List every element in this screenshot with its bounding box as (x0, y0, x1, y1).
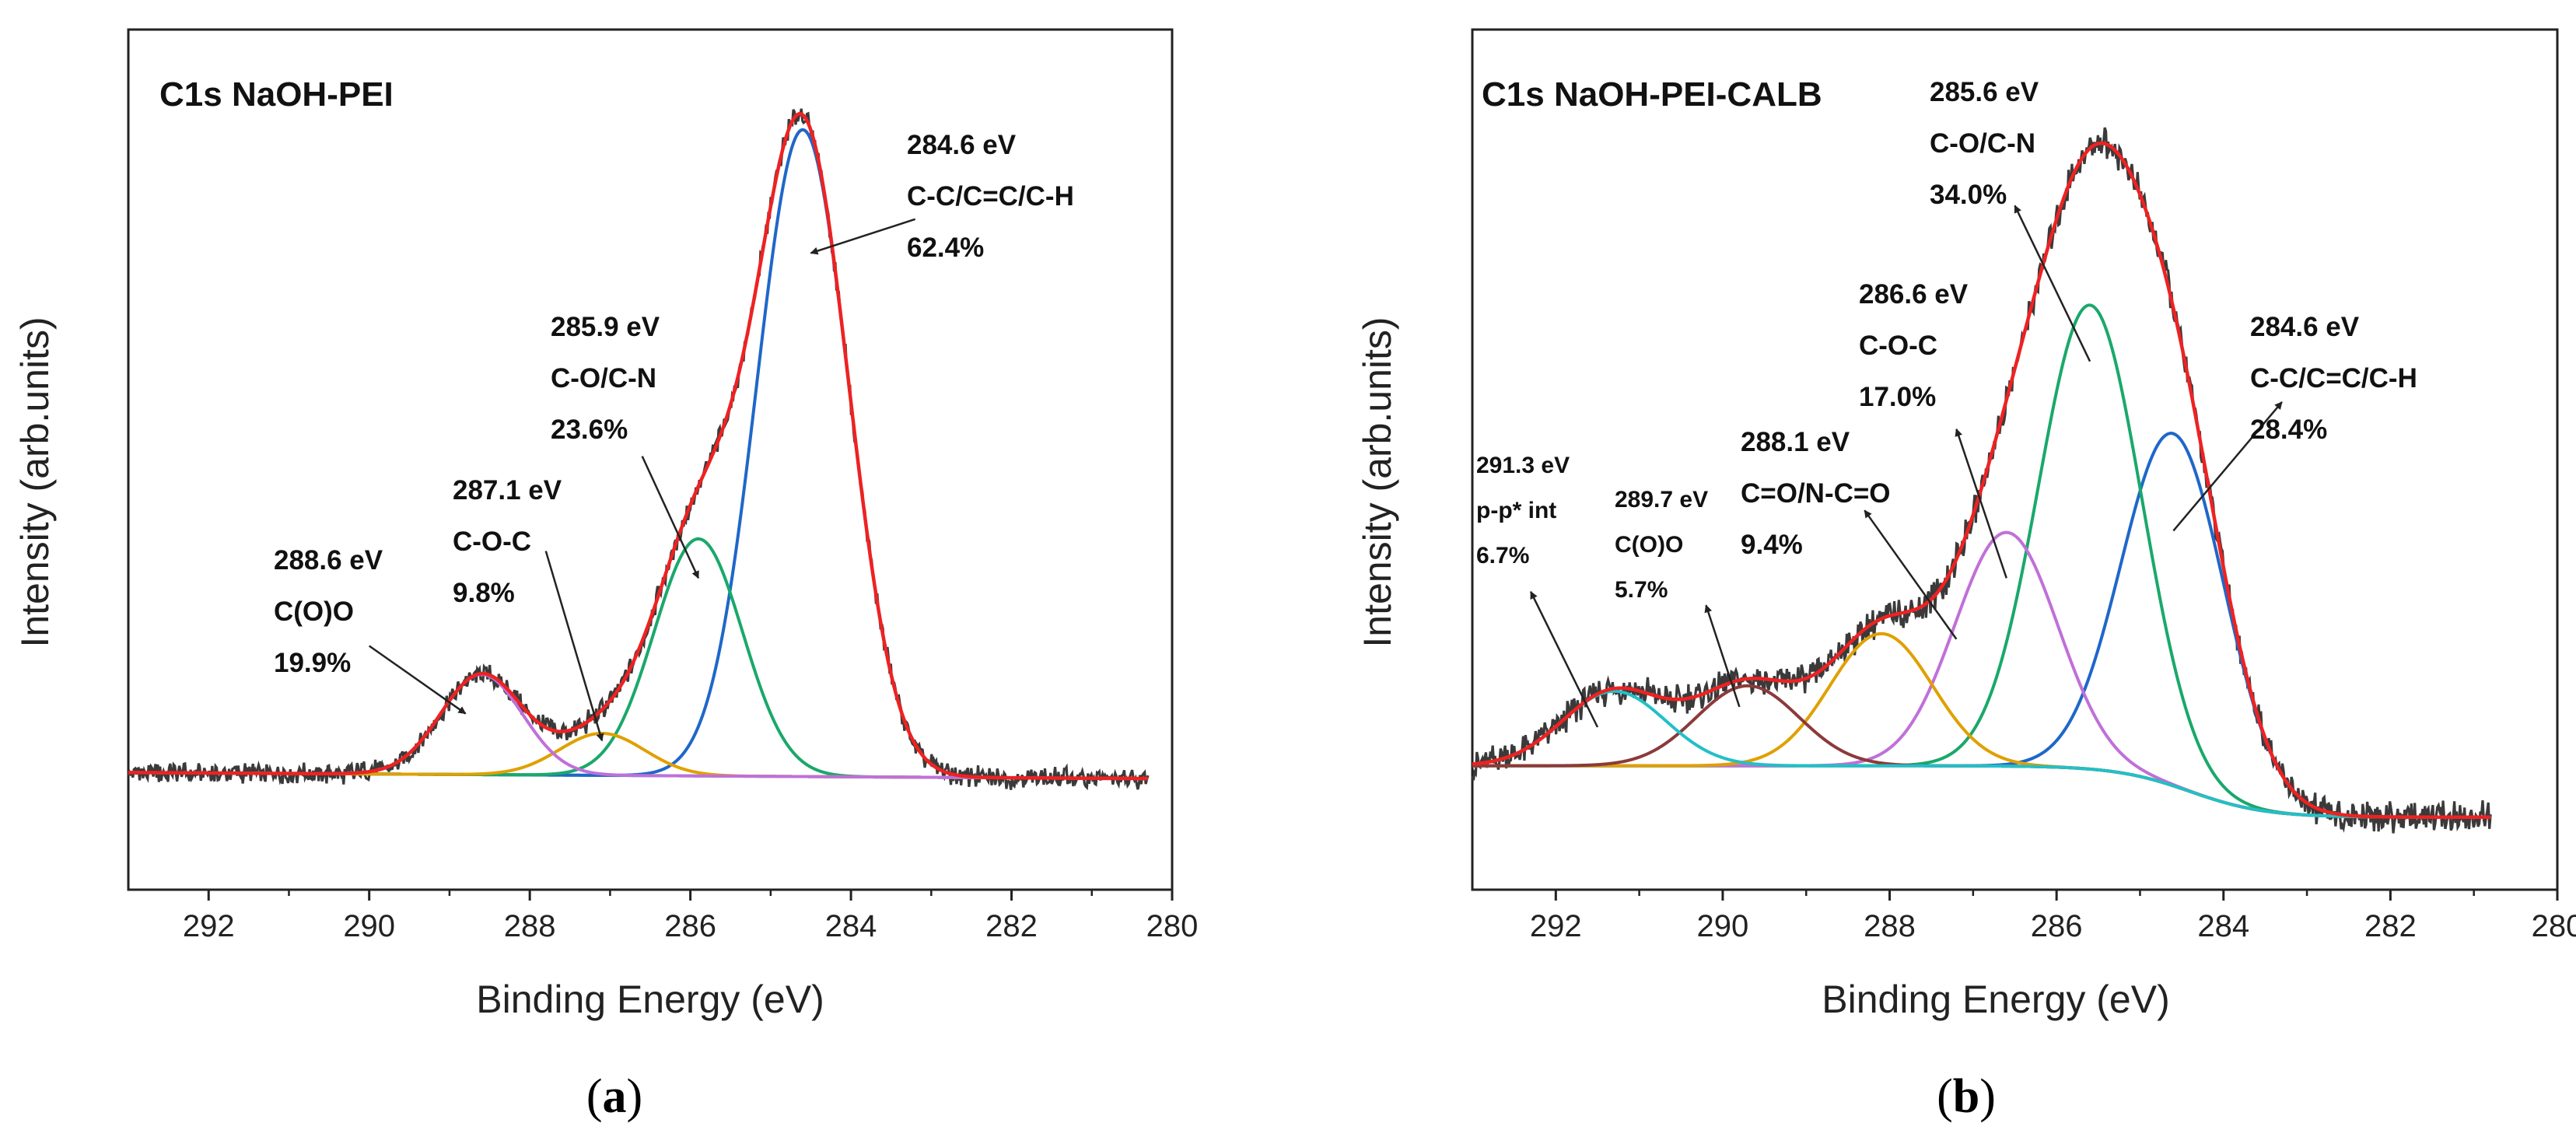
panel-b-annotation-0-line-1: C-C/C=C/C-H (2250, 363, 2417, 394)
panel-b-annotations: 284.6 eV C-C/C=C/C-H 28.4% 285.6 eV C-O/C-N 3… (1476, 77, 2417, 728)
panel-a-chart: 292 290 288 286 284 282 280 284.6 eV C-C/C=C/C-… (13, 28, 1199, 1021)
panel-b-annotation-4-line-2: 5.7% (1615, 577, 1668, 603)
panel-b-annotation-arrow-1 (2014, 205, 2091, 362)
panel-b-chart: 292 290 288 286 284 282 280 284.6 eV C-C/C=C/C-… (1356, 28, 2576, 1021)
panel-a-title: C1s NaOH-PEI (159, 75, 394, 114)
panel-b-annotation-arrow-5 (1529, 590, 1599, 728)
panel-a-annotation-0-line-1: C-C/C=C/C-H (907, 181, 1074, 212)
panel-a-xlabel: Binding Energy (eV) (476, 978, 824, 1021)
caption-a-letter: a (603, 1070, 627, 1123)
panel-a-annotation-arrow-0 (810, 218, 916, 255)
caption-b-close: ) (1979, 1070, 1996, 1123)
panel-a-annotation-arrow-2 (544, 551, 604, 742)
panel-a-annotation-3-line-2: 19.9% (274, 648, 351, 678)
panel-b-annotation-5-line-1: p-p* int (1476, 498, 1556, 523)
panel-a-annotation-2-line-0: 287.1 eV (453, 475, 562, 506)
panel-a-ylabel: Intensity (arb.units) (13, 317, 57, 647)
panel-b-xtick-label-280: 280 (2532, 909, 2576, 943)
panel-b-annotation-arrow-0 (2172, 401, 2283, 532)
caption-a-close: ) (627, 1070, 643, 1123)
panel-b-title: C1s NaOH-PEI-CALB (1482, 75, 1822, 114)
panel-a-annotation-2-line-1: C-O-C (453, 527, 531, 557)
panel-b-annotation-4-line-0: 289.7 eV (1615, 487, 1708, 513)
caption-b-letter: b (1953, 1070, 1979, 1123)
panel-b-annotation-3-line-1: C=O/N-C=O (1741, 478, 1891, 509)
panel-b-ticks: 292 290 288 286 284 282 280 (1530, 890, 2576, 943)
panel-b-envelope (1472, 141, 2491, 820)
panel-a-xtick-label-290: 290 (343, 909, 395, 943)
panel-a-xtick-label-280: 280 (1146, 909, 1199, 943)
panel-a-annotation-0-line-0: 284.6 eV (907, 130, 1017, 160)
panel-b-xtick-label-282: 282 (2364, 909, 2417, 943)
panel-b-annotation-arrow-3 (1864, 509, 1958, 640)
panel-b-annotation-arrow-2 (1955, 428, 2007, 579)
panel-a-annotation-3-line-0: 288.6 eV (274, 545, 383, 575)
panel-a-envelope (128, 112, 1149, 781)
panel-b-annotation-1-line-0: 285.6 eV (1930, 77, 2039, 107)
panel-a-curves (127, 108, 1150, 791)
panel-b-annotation-arrow-4 (1704, 604, 1741, 708)
panel-b-annotation-1-line-2: 34.0% (1930, 180, 2007, 210)
panel-b-annotation-2-line-1: C-O-C (1859, 331, 1937, 361)
panel-a-annotation-1-line-2: 23.6% (551, 415, 628, 445)
panel-b-ylabel: Intensity (arb.units) (1356, 317, 1399, 647)
panel-a-xtick-label-288: 288 (504, 909, 556, 943)
panel-b-annotation-2-line-0: 286.6 eV (1859, 279, 1969, 310)
panel-b-annotation-0-line-0: 284.6 eV (2250, 312, 2360, 342)
panel-a-annotation-arrow-1 (641, 456, 700, 579)
panel-b-annotation-2-line-2: 17.0% (1859, 382, 1936, 412)
panel-b-annotation-5-line-0: 291.3 eV (1476, 453, 1570, 478)
panel-b-plot-frame (1471, 28, 2559, 891)
panel-a-xtick-label-292: 292 (183, 909, 235, 943)
panel-b-annotation-0-line-2: 28.4% (2250, 415, 2327, 445)
panel-b-peak-291.3 (1472, 689, 2491, 819)
panel-a-xtick-label-284: 284 (825, 909, 877, 943)
panel-b-curves (1471, 127, 2492, 834)
panel-a-annotation-0-line-2: 62.4% (907, 233, 984, 263)
panel-b-annotation-3-line-2: 9.4% (1741, 530, 1803, 560)
caption-b: (b) (1937, 1070, 1996, 1123)
panel-a-annotation-arrow-3 (368, 645, 467, 715)
panel-a-ticks: 292 290 288 286 284 282 280 (183, 890, 1199, 943)
panel-b-xtick-label-286: 286 (2031, 909, 2083, 943)
panel-a-annotations: 284.6 eV C-C/C=C/C-H 62.4% 285.9 eV C-O/C-N 2… (274, 130, 1074, 742)
panel-b-xlabel: Binding Energy (eV) (1822, 978, 2169, 1021)
panel-b-xtick-label-292: 292 (1530, 909, 1582, 943)
panel-b-xtick-label-290: 290 (1697, 909, 1749, 943)
caption-b-open: ( (1937, 1070, 1953, 1123)
panel-a-annotation-2-line-2: 9.8% (453, 578, 515, 608)
panel-a-xtick-label-286: 286 (664, 909, 716, 943)
panel-a-xtick-label-282: 282 (985, 909, 1038, 943)
caption-a-open: ( (586, 1070, 603, 1123)
panel-a-plot-frame (127, 28, 1174, 891)
panel-b-raw-data (1471, 127, 2492, 834)
panel-b-annotation-3-line-0: 288.1 eV (1741, 427, 1850, 457)
panel-b-xtick-label-288: 288 (1864, 909, 1916, 943)
panel-b-annotation-1-line-1: C-O/C-N (1930, 128, 2035, 159)
panel-a-annotation-1-line-1: C-O/C-N (551, 363, 656, 394)
panel-b-xtick-label-284: 284 (2197, 909, 2249, 943)
panel-a-annotation-3-line-1: C(O)O (274, 596, 354, 627)
panel-b-annotation-5-line-2: 6.7% (1476, 543, 1529, 568)
panel-a-annotation-1-line-0: 285.9 eV (551, 312, 660, 342)
caption-a: (a) (586, 1070, 642, 1123)
panel-b-annotation-4-line-1: C(O)O (1615, 532, 1683, 558)
